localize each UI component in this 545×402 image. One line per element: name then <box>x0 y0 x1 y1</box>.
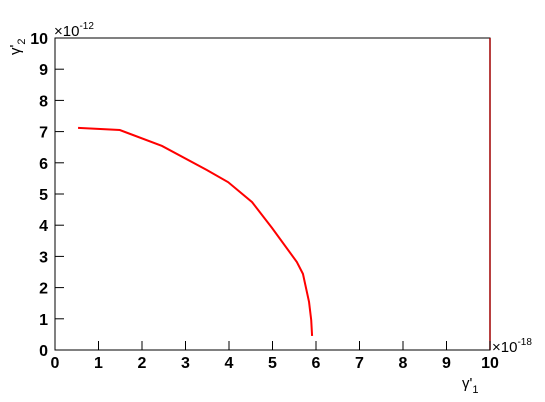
x-tick-label: 2 <box>138 355 147 372</box>
plot-frame <box>54 37 491 351</box>
x-tick-label: 5 <box>268 355 277 372</box>
y-multiplier: ×10-12 <box>54 21 94 40</box>
x-tick-label: 7 <box>355 355 364 372</box>
x-tick-label: 1 <box>94 355 103 372</box>
x-tick-label: 10 <box>481 355 499 372</box>
y-tick-label: 2 <box>39 281 48 298</box>
y-tick-label: 8 <box>39 93 48 110</box>
y-tick-label: 9 <box>39 62 48 79</box>
y-multiplier-base: ×10 <box>54 23 79 40</box>
y-tick-label: 1 <box>39 312 48 329</box>
y-axis-label: γ'2 <box>7 39 28 56</box>
y-tick-label: 5 <box>39 187 48 204</box>
x-label-symbol: γ' <box>462 375 473 392</box>
y-tick-label: 4 <box>39 218 48 235</box>
x-multiplier: ×10-18 <box>492 337 532 356</box>
x-label-subscript: 1 <box>472 384 478 396</box>
y-label-symbol: γ' <box>7 45 24 56</box>
x-tick-label: 9 <box>442 355 451 372</box>
x-multiplier-base: ×10 <box>492 339 517 356</box>
y-tick-label: 7 <box>39 125 48 142</box>
x-multiplier-exponent: -18 <box>517 337 532 348</box>
y-label-subscript: 2 <box>16 39 28 45</box>
y-tick-label: 3 <box>39 249 48 266</box>
y-tick-label: 10 <box>30 31 48 48</box>
data-line <box>78 126 314 337</box>
y-tick-label: 6 <box>39 156 48 173</box>
y-multiplier-exponent: -12 <box>79 21 94 32</box>
x-axis-label: γ'1 <box>462 375 479 396</box>
y-tick-label: 0 <box>39 343 48 360</box>
x-tick-label: 8 <box>399 355 408 372</box>
x-tick-label: 6 <box>312 355 321 372</box>
x-tick-label: 0 <box>51 355 60 372</box>
x-tick-label: 3 <box>181 355 190 372</box>
x-tick-label: 4 <box>225 355 234 372</box>
